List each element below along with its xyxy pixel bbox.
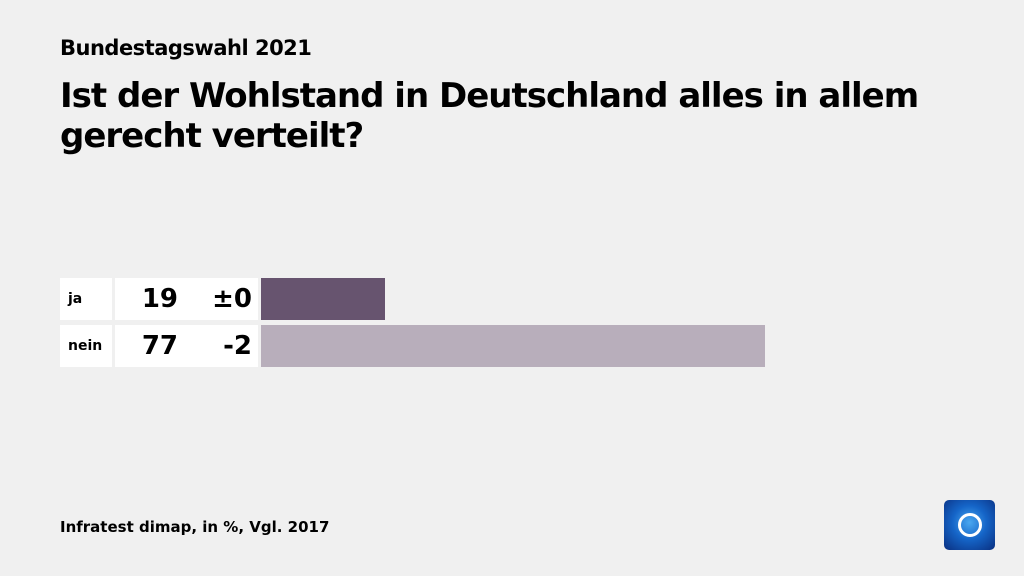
logo-ring-icon <box>958 513 982 537</box>
change-label: ±0 <box>188 278 258 320</box>
change-label: -2 <box>188 325 258 367</box>
category-label: nein <box>60 325 112 367</box>
bar-nein <box>261 325 766 367</box>
das-erste-logo <box>944 500 995 550</box>
supertitle: Bundestagswahl 2021 <box>60 36 312 60</box>
value-label: 77 <box>115 325 188 367</box>
source-note: Infratest dimap, in %, Vgl. 2017 <box>60 518 330 536</box>
bar-ja <box>261 278 386 320</box>
category-label: ja <box>60 278 112 320</box>
value-label: 19 <box>115 278 188 320</box>
chart-title: Ist der Wohlstand in Deutschland alles i… <box>60 76 919 156</box>
